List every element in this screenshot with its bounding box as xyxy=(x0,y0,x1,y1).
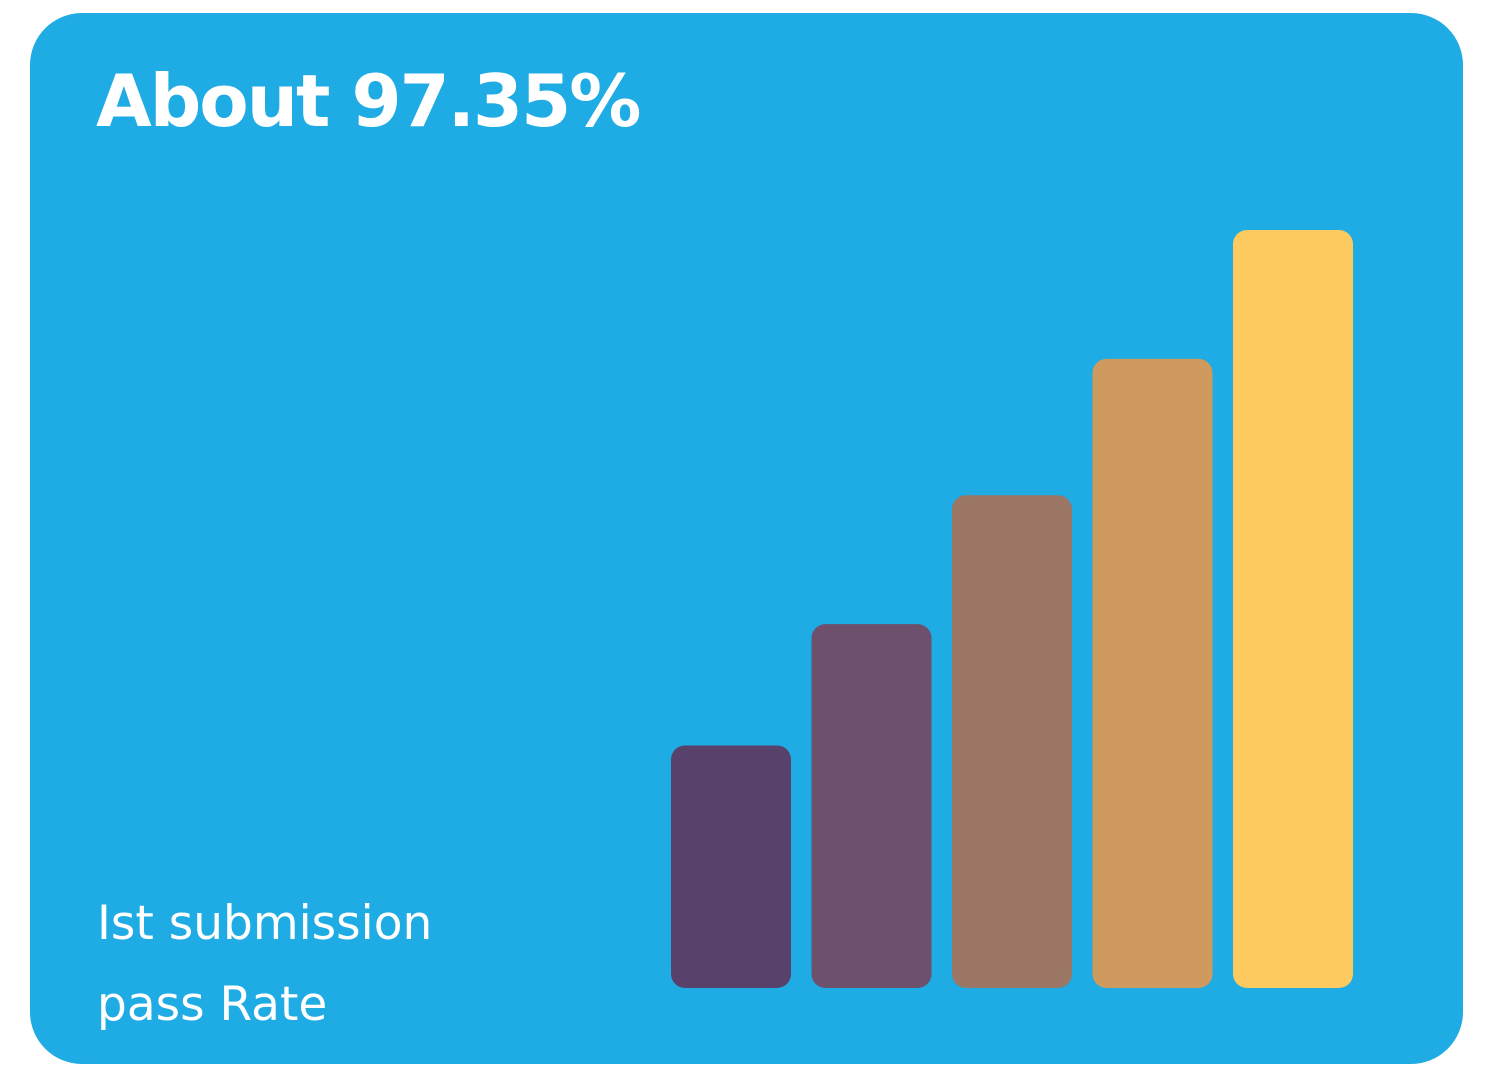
caption-line-1: Ist submission xyxy=(97,896,433,951)
stat-caption: Ist submission pass Rate xyxy=(97,885,432,1047)
stat-card: About 97.35% Ist submission pass Rate xyxy=(30,13,1463,1064)
bar-chart xyxy=(671,230,1353,988)
bar-2 xyxy=(811,624,932,988)
caption-line-2: pass Rate xyxy=(97,977,328,1032)
bar-4 xyxy=(1092,358,1213,988)
stat-headline: About 97.35% xyxy=(96,59,641,143)
bar-5 xyxy=(1233,230,1353,988)
bar-3 xyxy=(952,495,1072,988)
bar-1 xyxy=(671,745,791,988)
